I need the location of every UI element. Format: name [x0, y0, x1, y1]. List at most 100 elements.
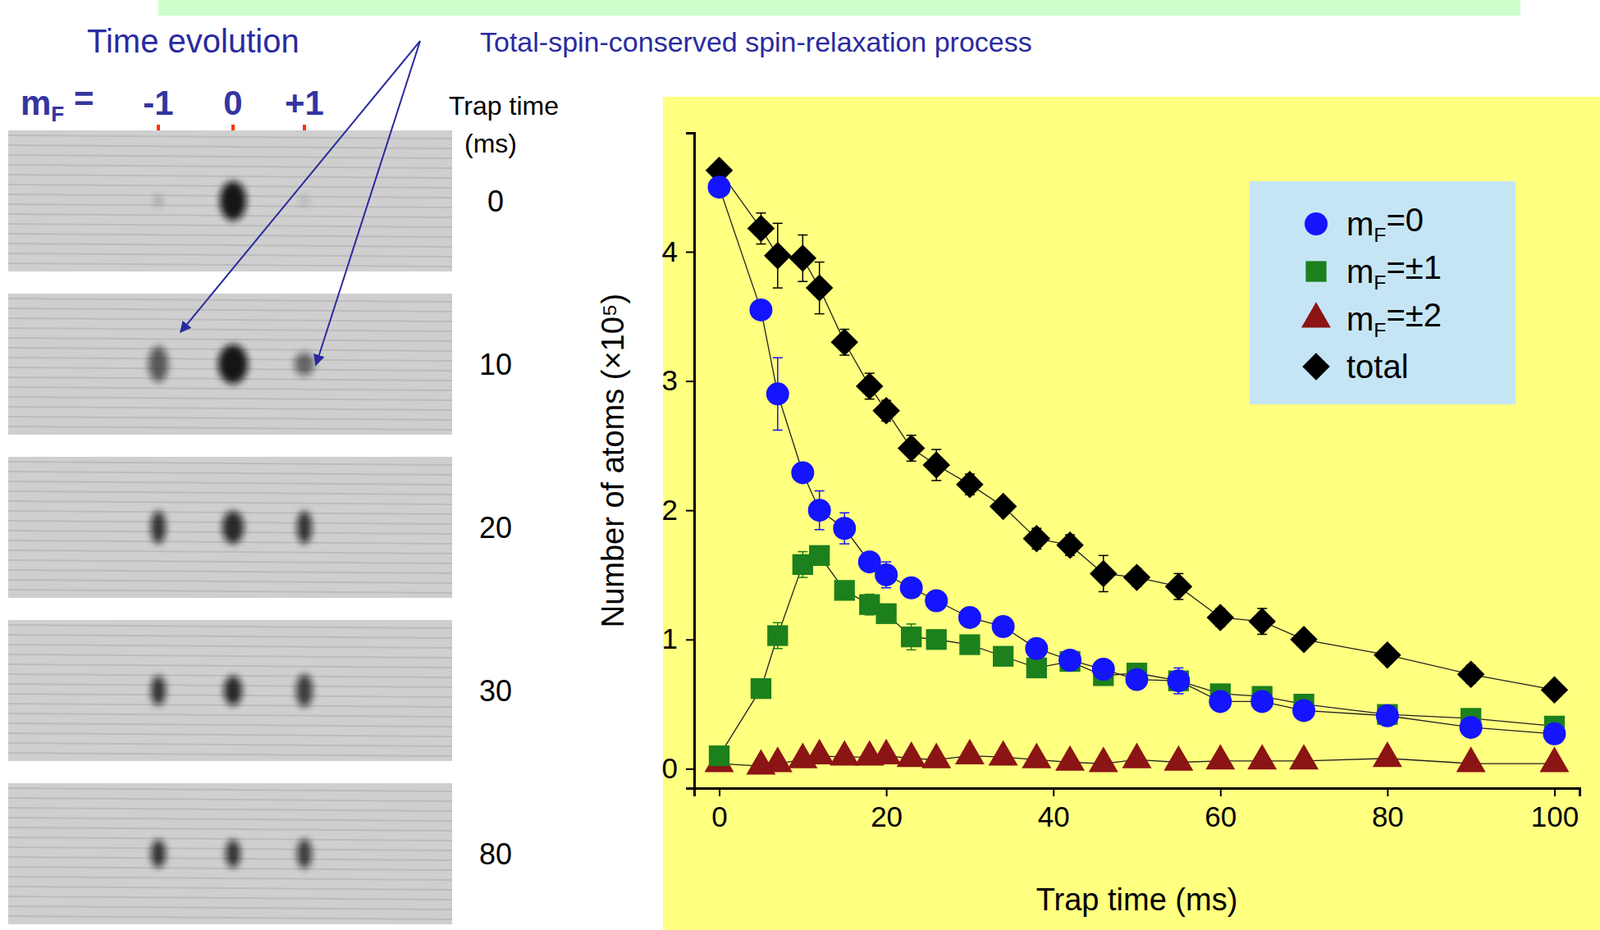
data-point — [1205, 744, 1235, 770]
error-cap — [1173, 667, 1184, 670]
series-line — [719, 170, 1555, 691]
tick-mark — [685, 768, 695, 771]
data-point — [1248, 608, 1276, 636]
tick-label: 4 — [662, 235, 678, 268]
text-part: =±1 — [1385, 249, 1442, 286]
error-cap — [797, 551, 808, 554]
legend-marker — [1302, 352, 1330, 380]
series-line — [719, 187, 1555, 735]
atom-cloud — [297, 839, 312, 869]
absorption-image — [8, 457, 453, 599]
error-cap — [881, 561, 892, 563]
data-point — [922, 451, 950, 479]
error-cap — [797, 576, 808, 579]
fringe — [8, 426, 453, 430]
fringe — [8, 896, 453, 901]
fringe — [8, 837, 453, 842]
tick-mark — [685, 380, 695, 383]
text-part: =0 — [1385, 201, 1424, 238]
error-cap — [931, 480, 942, 482]
data-point — [900, 576, 924, 600]
data-point — [872, 397, 900, 425]
data-point — [1165, 572, 1193, 600]
tick-label: 20 — [870, 800, 903, 833]
time-label: 0 — [487, 184, 504, 219]
tick: 80 — [1371, 788, 1404, 833]
error-cap — [814, 529, 825, 531]
fringe — [8, 570, 453, 574]
subscript: F — [1373, 224, 1386, 247]
atom-cloud — [297, 511, 312, 544]
data-point — [1125, 668, 1149, 692]
data-point — [829, 740, 860, 766]
legend: mF=0mF=±1mF=±2total — [1249, 181, 1516, 405]
atom-cloud — [294, 352, 315, 376]
data-point — [708, 175, 732, 199]
legend-label: mF=±2 — [1346, 297, 1442, 342]
error-cap — [797, 234, 808, 237]
subscript: F — [1373, 271, 1386, 294]
data-point — [834, 580, 855, 601]
data-point — [809, 545, 830, 567]
tick-mark — [886, 788, 888, 797]
data-point — [1024, 637, 1048, 661]
fringe — [8, 906, 453, 910]
data-point — [1289, 744, 1319, 770]
fringe — [8, 635, 453, 639]
fringe — [8, 387, 453, 391]
fringe — [8, 877, 453, 881]
fringe — [8, 753, 453, 757]
data-point — [1023, 525, 1051, 553]
atom-cloud — [150, 840, 166, 869]
heading: Time evolution — [86, 22, 300, 60]
absorption-image — [8, 130, 453, 272]
tick-mark — [685, 251, 695, 253]
tick-label: 100 — [1531, 800, 1579, 833]
data-point — [790, 461, 814, 485]
y-axis-title: Number of atoms (×10⁵) — [595, 293, 631, 629]
tick: 60 — [1204, 788, 1237, 833]
data-point — [749, 298, 773, 322]
data-point — [871, 739, 901, 765]
fringe — [8, 308, 453, 312]
error-cap — [839, 512, 850, 515]
atom-cloud — [150, 511, 166, 544]
error-cap — [755, 243, 766, 246]
slide: Time evolutionTotal-spin-conserved spin-… — [0, 0, 1600, 930]
fringe — [8, 298, 453, 302]
data-point — [1250, 690, 1274, 714]
axis-line — [685, 133, 695, 790]
data-point — [921, 743, 951, 769]
pointer-arrow — [180, 41, 421, 333]
data-point — [1055, 745, 1085, 772]
fringe — [8, 263, 453, 267]
data-point — [1292, 699, 1316, 723]
legend-marker — [1304, 212, 1328, 236]
data-point — [1088, 746, 1119, 773]
tick-mark — [1386, 788, 1389, 797]
fringe — [8, 743, 453, 747]
error-cap — [772, 429, 783, 432]
times-header: (ms) — [464, 128, 517, 159]
error-cap — [755, 212, 766, 215]
fringe — [8, 827, 453, 832]
tick: 3 — [662, 364, 695, 397]
image-frame — [8, 293, 453, 435]
tick-label: 2 — [662, 493, 678, 526]
data-point — [1206, 603, 1235, 631]
data-point — [1540, 676, 1568, 704]
fringe — [8, 713, 453, 718]
data-point — [1166, 669, 1190, 693]
atom-cloud — [299, 194, 310, 208]
absorption-image — [8, 783, 453, 925]
fringe — [8, 589, 453, 594]
data-point — [955, 470, 983, 499]
error-cap — [772, 356, 783, 359]
tick-mark — [1220, 788, 1222, 797]
tick-mark — [718, 788, 721, 797]
time-label: 20 — [479, 511, 512, 545]
subscript: F — [50, 101, 64, 127]
fringe — [8, 733, 453, 737]
legend-marker — [1301, 301, 1331, 328]
text-part: m — [1346, 253, 1374, 290]
